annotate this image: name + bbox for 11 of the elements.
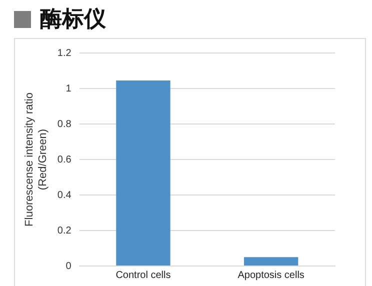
y-tick-label: 1.2	[57, 48, 72, 59]
chart-title: 酶标仪	[40, 6, 106, 34]
y-tick-label: 1	[66, 83, 72, 94]
y-tick-label: 0.2	[57, 225, 72, 236]
x-tick-label: Control cells	[116, 270, 171, 281]
x-tick-label: Apoptosis cells	[238, 270, 304, 281]
y-axis-title: Fluorescense intensity ratio (Red/Green)	[24, 92, 49, 226]
y-tick-label: 0.6	[57, 154, 72, 166]
y-tick-label: 0.4	[57, 190, 72, 201]
y-tick-label: 0.8	[57, 118, 72, 130]
y-tick-label: 0	[66, 260, 72, 272]
